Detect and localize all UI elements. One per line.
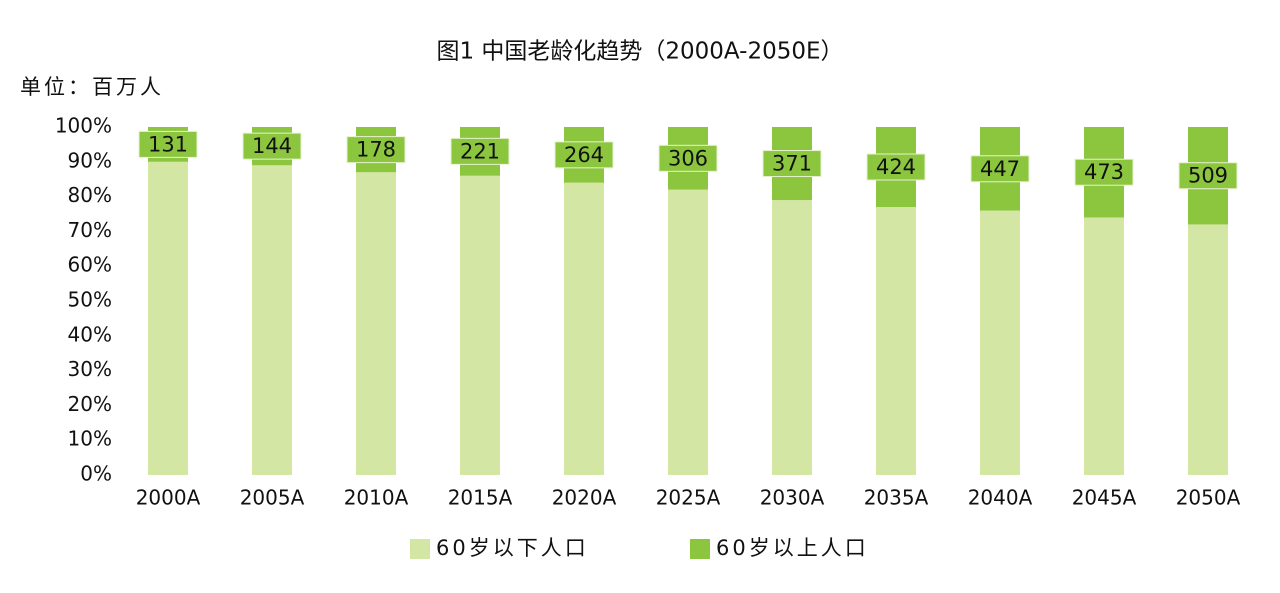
bar-segment: [1188, 224, 1228, 475]
x-tick-label: 2035A: [864, 486, 929, 510]
legend-label: 60岁以上人口: [716, 536, 869, 560]
bar-segment: [252, 165, 292, 475]
data-label: 131: [148, 132, 188, 156]
x-tick-label: 2045A: [1072, 486, 1137, 510]
legend-swatch: [690, 539, 710, 559]
data-label-box: [346, 136, 406, 164]
y-tick-label: 90%: [68, 148, 112, 172]
bar-segment: [668, 189, 708, 475]
bar-segment: [980, 210, 1020, 475]
bar-segment: [460, 175, 500, 475]
x-tick-label: 2000A: [136, 486, 201, 510]
data-label: 473: [1084, 160, 1124, 184]
data-label: 509: [1188, 164, 1228, 188]
bar-segment: [876, 207, 916, 476]
data-label: 306: [668, 146, 708, 170]
y-tick-label: 40%: [68, 322, 112, 346]
data-label-box: [658, 144, 718, 172]
bar-segment: [564, 182, 604, 475]
data-label: 424: [876, 155, 916, 179]
data-label-box: [138, 130, 198, 158]
unit-label: 单位：百万人: [20, 75, 164, 99]
data-label: 447: [980, 157, 1020, 181]
y-tick-label: 30%: [68, 357, 112, 381]
y-tick-label: 20%: [68, 392, 112, 416]
legend-label: 60岁以下人口: [436, 536, 589, 560]
y-tick-label: 60%: [68, 253, 112, 277]
x-tick-label: 2040A: [968, 486, 1033, 510]
data-label: 264: [564, 143, 604, 167]
x-tick-label: 2005A: [240, 486, 305, 510]
y-tick-label: 100%: [55, 114, 112, 138]
data-label-box: [970, 155, 1030, 183]
data-label-box: [1074, 158, 1134, 186]
data-label-box: [554, 141, 614, 169]
bar-segment: [356, 172, 396, 476]
data-label: 144: [252, 134, 292, 158]
data-label-box: [762, 150, 822, 178]
x-tick-label: 2050A: [1176, 486, 1241, 510]
data-label-box: [866, 153, 926, 181]
x-tick-label: 2025A: [656, 486, 721, 510]
data-label-box: [1178, 162, 1238, 190]
bar-segment: [148, 161, 188, 476]
x-tick-label: 2030A: [760, 486, 825, 510]
x-tick-label: 2010A: [344, 486, 409, 510]
data-label: 178: [356, 138, 396, 162]
legend-swatch: [410, 539, 430, 559]
chart-title: 图1 中国老龄化趋势（2000A-2050E）: [436, 39, 843, 65]
y-tick-label: 50%: [68, 288, 112, 312]
data-label: 221: [460, 139, 500, 163]
data-label-box: [450, 137, 510, 165]
data-label: 371: [772, 152, 812, 176]
y-tick-label: 70%: [68, 218, 112, 242]
y-tick-label: 80%: [68, 183, 112, 207]
bar-segment: [1084, 217, 1124, 476]
y-tick-label: 10%: [68, 427, 112, 451]
x-tick-label: 2015A: [448, 486, 513, 510]
bar-segment: [772, 200, 812, 475]
y-tick-label: 0%: [80, 462, 112, 486]
x-tick-label: 2020A: [552, 486, 617, 510]
data-label-box: [242, 132, 302, 160]
